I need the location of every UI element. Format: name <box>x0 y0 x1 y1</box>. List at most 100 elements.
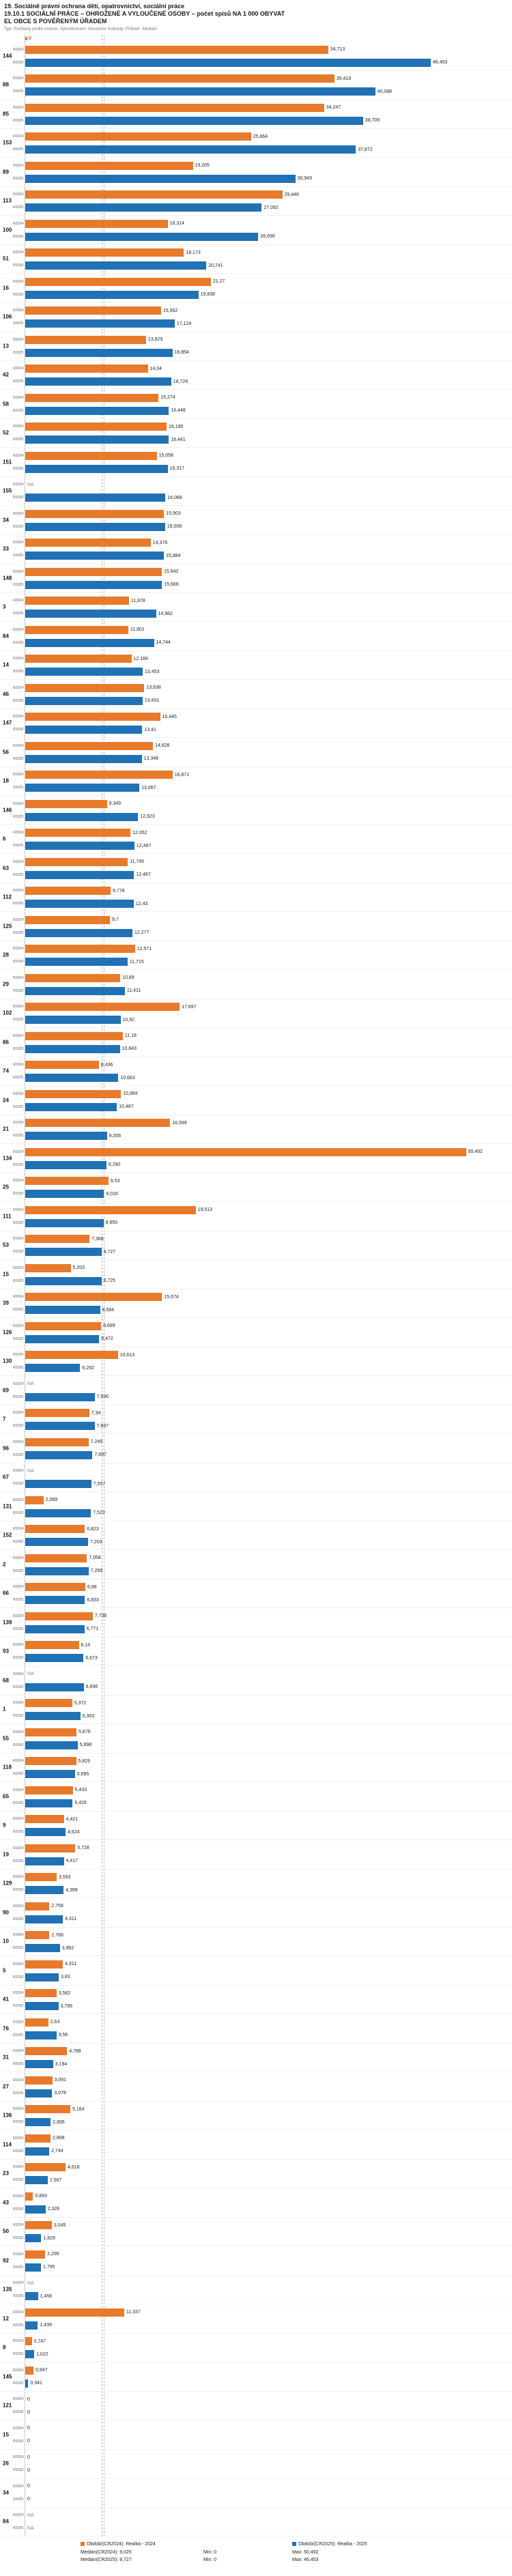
bar-r2024 <box>25 2221 52 2229</box>
bar-row-r2025: R2025 3,56 <box>13 2029 512 2042</box>
bar-row-r2025: R2025 9,356 <box>13 1130 512 1143</box>
bar-row-r2025: R2025 4,624 <box>13 1826 512 1839</box>
period-label: R2025 <box>13 1569 24 1573</box>
chart-group: 13 R2024 13,829 R2025 16,854 <box>0 332 512 361</box>
bar-r2024 <box>25 1061 99 1069</box>
bar-row-r2025: R2025 12,497 <box>13 840 512 853</box>
bar-row-r2025: R2025 19,838 <box>13 288 512 301</box>
value-label: 7,937 <box>96 1423 109 1429</box>
bar-row-r2024: R2024 7,34 <box>13 1407 512 1420</box>
period-label: R2025 <box>13 89 24 94</box>
bar-row-r2025: R2025 13,41 <box>13 724 512 736</box>
legend-2025: Období(CR2025): Realita - 2025 <box>292 2541 512 2549</box>
bar-row-r2024: R2024 7,736 <box>13 1609 512 1622</box>
chart-group: 65 R2024 5,433 R2025 5,426 <box>0 1782 512 1812</box>
period-label: R2024 <box>13 483 24 487</box>
bar-row-r2025: R2025 1,829 <box>13 2232 512 2245</box>
value-label: 5,728 <box>77 1846 89 1850</box>
chart-group: 102 R2024 17,697 R2025 10,92 <box>0 999 512 1028</box>
chart-group: 12 R2024 11,337 R2025 1,439 <box>0 2304 512 2334</box>
period-label: R2024 <box>13 221 24 226</box>
period-label: R2024 <box>13 1585 24 1589</box>
bar-row-r2025: R2025 6,292 <box>13 1362 512 1375</box>
value-label: 10,487 <box>119 1104 134 1109</box>
bar-r2024 <box>25 1321 102 1330</box>
period-label: R2025 <box>13 814 24 819</box>
bar-r2024 <box>25 945 135 953</box>
value-label: 19,513 <box>197 1207 212 1212</box>
period-label: R2024 <box>13 2020 24 2024</box>
group-id-label: 155 <box>3 487 12 494</box>
chart-group: 139 R2024 7,736 R2025 6,771 <box>0 1608 512 1637</box>
value-label: 11,18 <box>124 1033 137 1038</box>
value-label: 0,893 <box>35 2194 47 2199</box>
period-label: R2024 <box>13 47 24 52</box>
bar-row-r2024: R2024 3,593 <box>13 1871 512 1884</box>
bar-row-r2025: R2025 4,399 <box>13 1884 512 1897</box>
value-label: 40,098 <box>377 89 393 94</box>
bar-row-r2024: R2024 6,14 <box>13 1639 512 1652</box>
period-label: R2024 <box>13 2165 24 2169</box>
chart-group: 53 R2024 7,368 R2025 8,727 <box>0 1231 512 1260</box>
value-label: 5,203 <box>72 1265 85 1270</box>
period-label: R2025 <box>13 2236 24 2240</box>
bar-row-r2025: R2025 15,666 <box>13 578 512 591</box>
bar-r2024 <box>25 423 167 431</box>
bar-row-r2025: R2025 4,311 <box>13 1913 512 1926</box>
chart-group: 66 R2024 6,88 R2025 6,833 <box>0 1579 512 1608</box>
group-id-label: 10 <box>3 1938 9 1945</box>
bar-r2025 <box>25 784 140 792</box>
group-id-label: 34 <box>3 517 9 524</box>
bar-r2024 <box>25 829 131 837</box>
group-id-label: 34 <box>3 2489 9 2496</box>
bar-row-r2025: R2025 2,326 <box>13 2203 512 2216</box>
period-label: R2025 <box>13 1424 24 1428</box>
chart-group: 18 R2024 16,871 R2025 13,067 <box>0 767 512 796</box>
value-label: 10,89 <box>122 975 134 980</box>
bar-row-r2025: R2025 7,523 <box>13 1506 512 1519</box>
value-label: 0 <box>27 2426 30 2431</box>
chart-group: 100 R2024 16,314 R2025 26,696 <box>0 216 512 245</box>
bar-r2025 <box>25 552 165 560</box>
period-label: R2024 <box>13 1179 24 1183</box>
median-2025-label: Medián(CR2025): 8,727 <box>81 2558 132 2562</box>
chart-group: 84 R2024 NA R2025 NA <box>0 2508 512 2536</box>
bar-r2024 <box>25 1757 76 1765</box>
value-label: 4,618 <box>68 2164 80 2170</box>
bar-row-r2024: R2024 0 <box>13 2422 512 2435</box>
bar-row-r2025: R2025 16,448 <box>13 404 512 417</box>
group-id-label: 96 <box>3 1445 9 1452</box>
value-label: 16,871 <box>174 772 190 777</box>
bar-r2024 <box>25 2192 33 2201</box>
value-label: 5,876 <box>79 1730 91 1734</box>
bar-row-r2025: R2025 7,936 <box>13 1390 512 1403</box>
bar-row-r2025: R2025 0 <box>13 2464 512 2477</box>
period-label: R2025 <box>13 844 24 848</box>
bar-row-r2024: R2024 29,448 <box>13 188 512 201</box>
bar-row-r2024: R2024 12,571 <box>13 943 512 956</box>
bar-row-r2024: R2024 0 <box>13 2393 512 2406</box>
bar-r2024 <box>25 1612 93 1620</box>
bar-row-r2024: R2024 17,697 <box>13 1001 512 1014</box>
value-label: NA <box>27 2513 34 2518</box>
bar-row-r2025: R2025 10,663 <box>13 1072 512 1085</box>
bar-r2025 <box>25 928 132 937</box>
value-label: 0 <box>27 2467 30 2473</box>
bar-r2024 <box>25 1844 76 1852</box>
period-label: R2025 <box>13 1046 24 1051</box>
value-label: 4,399 <box>66 1887 78 1893</box>
value-label: 2,326 <box>47 2207 60 2212</box>
period-label: R2024 <box>13 1556 24 1560</box>
bar-r2025 <box>25 842 134 850</box>
bar-row-r2024: R2024 0,893 <box>13 2190 512 2203</box>
group-id-label: 2 <box>3 1561 6 1568</box>
group-id-label: 56 <box>3 749 9 756</box>
chart-group: 9 R2024 4,421 R2025 4,624 <box>0 1812 512 1840</box>
group-id-label: 146 <box>3 807 12 814</box>
bar-row-r2025: R2025 7,697 <box>13 1448 512 1461</box>
period-label: R2025 <box>13 408 24 413</box>
period-label: R2025 <box>13 2410 24 2414</box>
period-label: R2024 <box>13 1614 24 1618</box>
period-label: R2024 <box>13 395 24 400</box>
period-label: R2024 <box>13 743 24 748</box>
